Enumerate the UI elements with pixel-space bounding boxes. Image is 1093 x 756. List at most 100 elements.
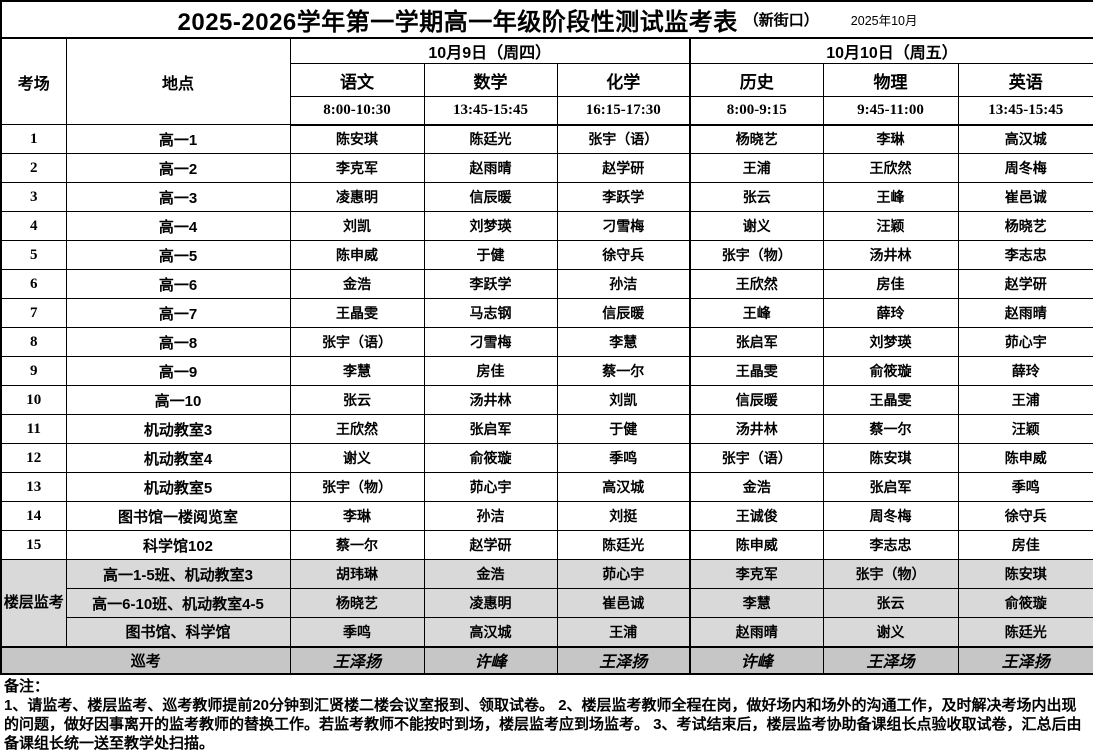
invigilator-cell: 李琳 [289, 501, 425, 531]
invigilator-cell: 俞筱璇 [822, 356, 959, 386]
invigilator-cell: 陈申威 [289, 240, 425, 270]
title-branch: （新街口） [743, 12, 819, 29]
patrol-invigilator-cell: 王泽扬 [556, 645, 691, 674]
location-cell: 高一7 [65, 298, 291, 328]
invigilator-cell: 李慧 [556, 327, 691, 357]
floor-invigilation-row: 楼层监考 高一1-5班、机动教室3 胡玮琳 金浩 茆心宇 李克军 张宇（物） 陈安琪 [0, 559, 1093, 647]
table-row: 1 高一1 陈安琪 陈廷光 张宇（语） 杨晓艺 李琳 高汉城 [0, 124, 1093, 154]
time-header: 16:15-17:30 [556, 96, 691, 126]
invigilator-cell: 李克军 [289, 153, 425, 183]
invigilator-cell: 王欣然 [289, 414, 425, 444]
notes-title: 备注： [4, 677, 50, 695]
room-cell: 4 [0, 211, 67, 241]
exam-rows: 2025-2026学年第一学期高一年级阶段性测试监考表 （新街口） 2025年1… [0, 0, 1093, 674]
location-cell: 高一5 [65, 240, 291, 270]
invigilator-cell: 刁雪梅 [423, 327, 558, 357]
invigilator-cell: 谢义 [289, 443, 425, 473]
floor-invigilator-cell: 王浦 [556, 617, 691, 647]
invigilator-cell: 赵学研 [423, 530, 558, 560]
table-row: 2 高一2 李克军 赵雨晴 赵学研 王浦 王欣然 周冬梅 [0, 153, 1093, 183]
invigilator-cell: 陈廷光 [556, 530, 691, 560]
time-header-row: 8:00-10:30 13:45-15:45 16:15-17:30 8:00-… [1, 96, 1093, 126]
floor-location-cell: 高一1-5班、机动教室3 [65, 559, 291, 589]
floor-invigilator-cell: 陈廷光 [957, 617, 1093, 647]
room-cell: 3 [0, 182, 67, 212]
invigilator-cell: 刘梦瑛 [423, 211, 558, 241]
patrol-invigilator-cell: 王泽扬 [957, 645, 1093, 674]
invigilator-cell: 季鸣 [957, 472, 1093, 502]
notes-body: 1、请监考、楼层监考、巡考教师提前20分钟到汇贤楼二楼会议室报到、领取试卷。 2… [4, 696, 1082, 752]
floor-invigilator-cell: 李慧 [689, 588, 824, 618]
page-title: 2025-2026学年第一学期高一年级阶段性测试监考表 （新街口） 2025年1… [0, 0, 1093, 39]
invigilator-cell: 陈申威 [689, 530, 824, 560]
table-row: 9 高一9 李慧 房佳 蔡一尔 王晶雯 俞筱璇 薛玲 [0, 356, 1093, 386]
invigilator-cell: 王峰 [689, 298, 824, 328]
floor-invigilator-cell: 张宇（物） [822, 559, 959, 589]
floor-invigilator-cell: 谢义 [822, 617, 959, 647]
time-header: 13:45-15:45 [957, 96, 1093, 126]
location-cell: 高一3 [65, 182, 291, 212]
invigilator-cell: 陈安琪 [289, 124, 425, 154]
invigilator-cell: 崔邑诚 [957, 182, 1093, 212]
invigilator-cell: 赵雨晴 [423, 153, 558, 183]
invigilator-cell: 蔡一尔 [556, 356, 691, 386]
floor-location-cell: 高一6-10班、机动教室4-5 [65, 588, 291, 618]
invigilator-cell: 张宇（语） [556, 124, 691, 154]
invigilator-cell: 周冬梅 [822, 501, 959, 531]
invigilator-cell: 蔡一尔 [289, 530, 425, 560]
subject-header-row: 语文 数学 化学 历史 物理 英语 [1, 63, 1093, 97]
room-cell: 6 [0, 269, 67, 299]
invigilator-cell: 王晶雯 [289, 298, 425, 328]
invigilator-cell: 张宇（物） [689, 240, 824, 270]
patrol-invigilator-cell: 王泽扬 [289, 645, 425, 674]
time-header: 8:00-10:30 [289, 96, 425, 126]
patrol-invigilator-cell: 许峰 [423, 645, 558, 674]
invigilator-cell: 陈申威 [957, 443, 1093, 473]
date-header-row: 考场 地点 10月9日（周四） 10月10日（周五） [0, 37, 1093, 125]
location-column-header: 地点 [65, 37, 291, 125]
invigilator-cell: 房佳 [957, 530, 1093, 560]
floor-invigilator-cell: 杨晓艺 [289, 588, 425, 618]
invigilator-cell: 刁雪梅 [556, 211, 691, 241]
invigilator-cell: 凌惠明 [289, 182, 425, 212]
table-row: 5 高一5 陈申威 于健 徐守兵 张宇（物） 汤井林 李志忠 [0, 240, 1093, 270]
invigilator-cell: 李跃学 [423, 269, 558, 299]
invigilator-cell: 汤井林 [423, 385, 558, 415]
invigilator-cell: 张云 [689, 182, 824, 212]
room-cell: 2 [0, 153, 67, 183]
invigilator-cell: 赵学研 [957, 269, 1093, 299]
location-cell: 图书馆一楼阅览室 [65, 501, 291, 531]
location-cell: 高一8 [65, 327, 291, 357]
invigilator-cell: 汪颖 [822, 211, 959, 241]
invigilator-cell: 刘凯 [289, 211, 425, 241]
time-header: 8:00-9:15 [689, 96, 824, 126]
patrol-label: 巡考 [0, 645, 291, 674]
location-cell: 机动教室5 [65, 472, 291, 502]
invigilator-cell: 于健 [423, 240, 558, 270]
invigilator-cell: 谢义 [689, 211, 824, 241]
location-cell: 高一1 [65, 124, 291, 154]
floor-invigilator-cell: 茆心宇 [556, 559, 691, 589]
floor-location-cell: 图书馆、科学馆 [65, 617, 291, 647]
floor-invigilator-cell: 崔邑诚 [556, 588, 691, 618]
location-cell: 机动教室3 [65, 414, 291, 444]
invigilator-cell: 周冬梅 [957, 153, 1093, 183]
invigilator-cell: 张宇（语） [689, 443, 824, 473]
patrol-row: 巡考 王泽扬 许峰 王泽扬 许峰 王泽场 王泽扬 [0, 645, 1093, 674]
invigilator-cell: 张启军 [423, 414, 558, 444]
invigilator-cell: 汤井林 [822, 240, 959, 270]
invigilator-cell: 徐守兵 [957, 501, 1093, 531]
floor-invigilator-cell: 陈安琪 [957, 559, 1093, 589]
subject-header: 语文 [289, 63, 425, 97]
invigilator-cell: 王峰 [822, 182, 959, 212]
invigilator-cell: 蔡一尔 [822, 414, 959, 444]
subject-header: 历史 [689, 63, 824, 97]
title-row: 2025-2026学年第一学期高一年级阶段性测试监考表 （新街口） 2025年1… [0, 0, 1093, 39]
subject-header: 物理 [822, 63, 959, 97]
floor-invigilator-cell: 李克军 [689, 559, 824, 589]
room-cell: 8 [0, 327, 67, 357]
patrol-invigilator-cell: 王泽场 [822, 645, 959, 674]
floor-invigilator-cell: 张云 [822, 588, 959, 618]
invigilator-cell: 汤井林 [689, 414, 824, 444]
time-header: 9:45-11:00 [822, 96, 959, 126]
